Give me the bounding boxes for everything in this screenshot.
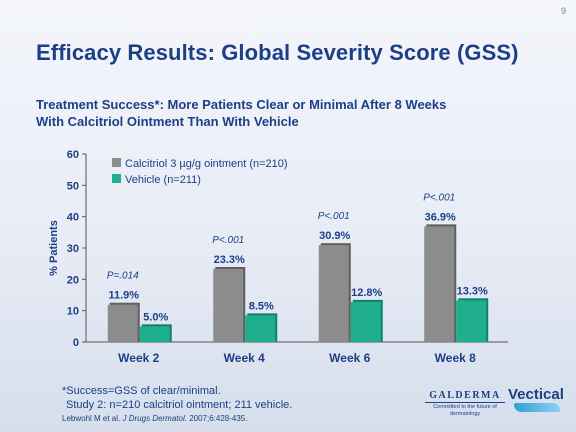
y-tick-label: 50 [67,180,79,192]
subtitle-line-2: With Calcitriol Ointment Than With Vehic… [36,114,299,129]
footnote-line-2: Study 2: n=210 calcitriol ointment; 211 … [66,399,293,411]
vectical-wordmark: Vectical [508,386,564,403]
vehicle-value-label: 13.3% [457,285,488,297]
footnote-line-1: *Success=GSS of clear/minimal. [62,385,221,397]
slide-subtitle: Treatment Success*: More Patients Clear … [36,96,556,130]
legend-swatch-vehicle [112,174,121,183]
y-axis-title: % Patients [48,220,60,276]
calcitriol-value-label: 23.3% [214,254,245,266]
vehicle-value-label: 12.8% [351,287,382,299]
vehicle-value-label: 5.0% [143,311,168,323]
galderma-wordmark: GALDERMA [425,390,505,403]
vectical-swoosh-icon [514,403,560,412]
vectical-logo: Vectical [508,386,564,416]
footnote: *Success=GSS of clear/minimal. Study 2: … [62,384,292,412]
calcitriol-value-label: 11.9% [108,290,139,302]
vehicle-value-label: 8.5% [249,300,274,312]
legend-label-vehicle: Vehicle (n=211) [125,174,201,186]
x-category-label: Week 2 [118,351,159,365]
y-tick-label: 40 [67,212,79,224]
calcitriol-value-label: 30.9% [319,230,350,242]
p-value-label: P=.014 [107,271,139,282]
calcitriol-bar [424,226,455,342]
x-category-label: Week 4 [224,351,265,365]
y-tick-label: 0 [73,337,79,349]
galderma-logo: GALDERMA Committed to the future of derm… [425,390,505,418]
vehicle-bar [456,300,487,342]
galderma-tagline: Committed to the future of dermatology [433,404,497,417]
calcitriol-value-label: 36.9% [425,211,456,223]
subtitle-line-1: Treatment Success*: More Patients Clear … [36,97,447,112]
calcitriol-bar [107,304,138,342]
x-category-label: Week 8 [435,351,476,365]
y-tick-label: 20 [67,274,79,286]
y-tick-label: 60 [67,149,79,161]
calcitriol-bar [213,268,244,342]
calcitriol-bar [318,245,349,342]
citation-authors: Lebwohl M et al. [62,414,121,423]
p-value-label: P<.001 [423,192,455,203]
y-tick-label: 10 [67,306,79,318]
y-tick-label: 30 [67,243,79,255]
vehicle-bar [139,326,170,342]
legend-label-calcitriol: Calcitriol 3 µg/g ointment (n=210) [125,158,288,170]
vehicle-bar [350,301,381,342]
slide-title: Efficacy Results: Global Severity Score … [36,40,519,65]
legend-swatch-calcitriol [112,158,121,167]
citation-journal: J Drugs Dermatol. [122,414,187,423]
citation: Lebwohl M et al. J Drugs Dermatol. 2007;… [62,414,247,423]
vehicle-bar [245,315,276,342]
p-value-label: P<.001 [212,235,244,246]
slide-number: 9 [560,6,566,16]
p-value-label: P<.001 [318,211,350,222]
x-category-label: Week 6 [329,351,370,365]
citation-details: 2007;6:428-435. [189,414,248,423]
